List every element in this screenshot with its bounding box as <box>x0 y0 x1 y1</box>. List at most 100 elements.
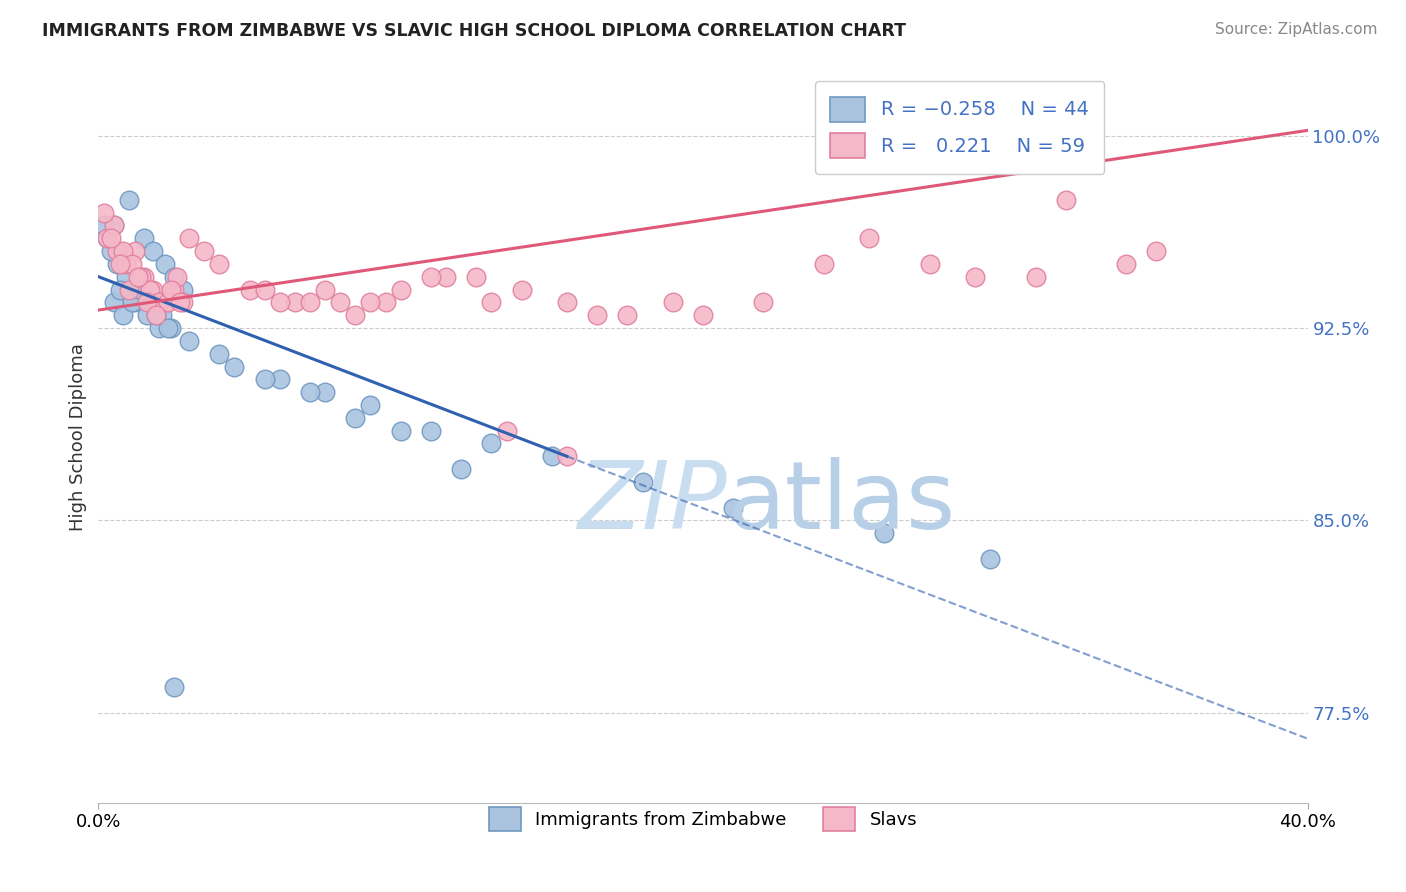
Point <box>179 334 201 348</box>
Point <box>329 295 352 310</box>
Point <box>145 308 167 322</box>
Point <box>616 308 638 322</box>
Point <box>193 244 215 258</box>
Point <box>124 295 146 310</box>
Point <box>135 308 157 322</box>
Point <box>752 295 775 310</box>
Point <box>93 205 115 219</box>
Point <box>111 244 134 258</box>
Point <box>450 462 472 476</box>
Point <box>160 283 183 297</box>
Point <box>172 283 194 297</box>
Point <box>142 244 165 258</box>
Point <box>224 359 246 374</box>
Point <box>813 257 835 271</box>
Point <box>114 257 136 271</box>
Point <box>314 283 336 297</box>
Point <box>253 283 276 297</box>
Point <box>139 283 162 297</box>
Point <box>129 269 152 284</box>
Point <box>103 295 125 310</box>
Point <box>344 410 367 425</box>
Point <box>420 424 443 438</box>
Point <box>103 219 125 233</box>
Point <box>389 283 412 297</box>
Point <box>105 257 128 271</box>
Point <box>124 244 146 258</box>
Point <box>163 681 186 695</box>
Point <box>510 283 533 297</box>
Point <box>139 295 162 310</box>
Point <box>103 219 125 233</box>
Point <box>127 269 149 284</box>
Point <box>299 385 322 400</box>
Point <box>145 308 167 322</box>
Point <box>1144 244 1167 258</box>
Point <box>692 308 714 322</box>
Point <box>1054 193 1077 207</box>
Point <box>118 193 141 207</box>
Point <box>108 257 131 271</box>
Point <box>135 295 157 310</box>
Point <box>148 295 170 310</box>
Y-axis label: High School Diploma: High School Diploma <box>69 343 87 531</box>
Point <box>100 244 122 258</box>
Point <box>481 295 503 310</box>
Point <box>172 295 194 310</box>
Point <box>121 257 143 271</box>
Point <box>96 231 118 245</box>
Point <box>114 269 136 284</box>
Point <box>132 269 155 284</box>
Point <box>495 424 517 438</box>
Point <box>169 295 191 310</box>
Point <box>239 283 262 297</box>
Point <box>179 231 201 245</box>
Point <box>156 321 179 335</box>
Point <box>465 269 488 284</box>
Point <box>1115 257 1137 271</box>
Point <box>118 283 141 297</box>
Point <box>540 450 562 464</box>
Point <box>153 295 176 310</box>
Point <box>121 295 143 310</box>
Point <box>374 295 396 310</box>
Text: IMMIGRANTS FROM ZIMBABWE VS SLAVIC HIGH SCHOOL DIPLOMA CORRELATION CHART: IMMIGRANTS FROM ZIMBABWE VS SLAVIC HIGH … <box>42 22 907 40</box>
Point <box>434 269 457 284</box>
Point <box>420 269 443 284</box>
Point <box>979 552 1001 566</box>
Point <box>208 346 231 360</box>
Point <box>555 295 578 310</box>
Point <box>100 231 122 245</box>
Point <box>108 283 131 297</box>
Point <box>661 295 683 310</box>
Point <box>389 424 412 438</box>
Point <box>965 269 987 284</box>
Point <box>208 257 231 271</box>
Point <box>873 526 896 541</box>
Point <box>344 308 367 322</box>
Point <box>284 295 307 310</box>
Point <box>360 398 382 412</box>
Point <box>93 219 115 233</box>
Point <box>631 475 654 489</box>
Point <box>723 500 745 515</box>
Point <box>153 257 176 271</box>
Point <box>111 308 134 322</box>
Text: Source: ZipAtlas.com: Source: ZipAtlas.com <box>1215 22 1378 37</box>
Point <box>150 308 173 322</box>
Point <box>481 436 503 450</box>
Text: ZIP: ZIP <box>578 458 727 549</box>
Point <box>163 283 186 297</box>
Point <box>166 269 188 284</box>
Point <box>299 295 322 310</box>
Legend: Immigrants from Zimbabwe, Slavs: Immigrants from Zimbabwe, Slavs <box>474 793 932 845</box>
Point <box>918 257 941 271</box>
Point <box>96 231 118 245</box>
Point <box>129 283 152 297</box>
Point <box>127 283 149 297</box>
Point <box>142 283 165 297</box>
Point <box>253 372 276 386</box>
Point <box>163 269 186 284</box>
Point <box>269 372 291 386</box>
Point <box>1024 269 1046 284</box>
